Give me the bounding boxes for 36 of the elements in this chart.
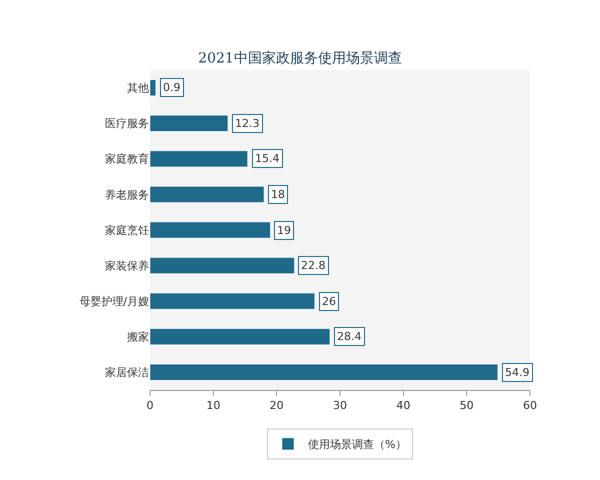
chart-title: 2021中国家政服务使用场景调查	[198, 50, 402, 67]
bar	[150, 115, 228, 132]
x-tick-label: 50	[460, 399, 474, 412]
data-label: 0.9	[163, 81, 180, 94]
x-tick-label: 20	[270, 399, 284, 412]
bar	[150, 222, 271, 238]
data-label: 15.4	[255, 152, 280, 165]
y-tick-label: 母婴护理/月嫂	[79, 294, 149, 308]
bar	[150, 257, 295, 274]
x-tick-label: 10	[206, 399, 220, 412]
y-tick-label: 养老服务	[105, 188, 149, 202]
data-label: 19	[277, 224, 291, 237]
y-tick-label: 家庭教育	[105, 152, 149, 166]
y-tick-label: 家装保养	[105, 259, 149, 272]
y-tick-label: 其他	[127, 82, 149, 95]
bar	[150, 364, 498, 380]
bar	[150, 80, 156, 96]
bar	[150, 150, 248, 168]
x-tick-label: 60	[523, 399, 537, 412]
bar	[150, 186, 264, 203]
legend-label: 使用场景调查（%）	[308, 438, 406, 452]
y-tick-label: 家居保洁	[105, 366, 149, 380]
bar	[150, 292, 315, 310]
data-label: 12.3	[235, 117, 260, 130]
y-tick-label: 搬家	[127, 330, 149, 344]
y-tick-label: 医疗服务	[105, 117, 149, 130]
bar	[150, 328, 330, 345]
data-label: 26	[322, 295, 336, 308]
data-label: 18	[271, 188, 285, 201]
data-label: 22.8	[301, 259, 326, 272]
x-tick-label: 40	[396, 399, 410, 412]
data-label: 28.4	[337, 330, 362, 343]
y-tick-label: 家庭烹饪	[105, 224, 149, 237]
x-tick-label: 0	[146, 399, 154, 412]
x-tick-label: 30	[333, 399, 347, 412]
data-label: 54.9	[505, 366, 530, 379]
